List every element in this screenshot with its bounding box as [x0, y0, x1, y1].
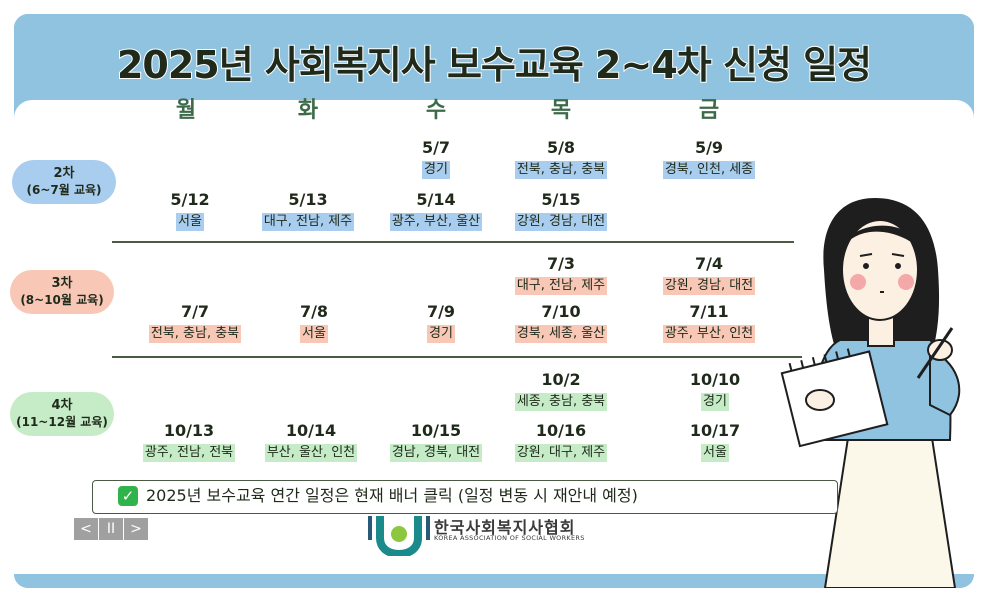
schedule-cell: 7/9 경기 — [376, 302, 506, 343]
schedule-cell: 5/8 전북, 충남, 충북 — [496, 138, 626, 179]
schedule-cell: 5/7 경기 — [371, 138, 501, 179]
schedule-cell: 7/11 광주, 부산, 인천 — [644, 302, 774, 343]
cell-regions: 경기 — [427, 325, 455, 343]
row-separator — [112, 356, 802, 358]
schedule-cell: 10/2 세종, 충남, 충북 — [496, 370, 626, 411]
cell-regions: 전북, 충남, 충북 — [148, 325, 242, 343]
cell-date: 5/9 — [694, 138, 724, 157]
cell-date: 10/17 — [689, 421, 741, 440]
cell-date: 5/15 — [541, 190, 581, 209]
bottom-bar — [14, 574, 974, 588]
cell-regions: 경북, 세종, 울산 — [514, 325, 608, 343]
cell-date: 7/3 — [546, 254, 576, 273]
round-2-period: (6~7월 교육) — [26, 183, 102, 197]
round-4-period: (11~12월 교육) — [16, 415, 108, 429]
cell-date: 10/10 — [689, 370, 741, 389]
day-header-mon: 월 — [175, 98, 197, 123]
notice-banner[interactable] — [92, 480, 838, 514]
cell-regions: 경북, 인천, 세종 — [662, 161, 756, 179]
cell-date: 7/10 — [541, 302, 581, 321]
cell-regions: 광주, 부산, 인천 — [662, 325, 756, 343]
schedule-cell: 5/12 서울 — [125, 190, 255, 231]
logo-english-name: KOREA ASSOCIATION OF SOCIAL WORKERS — [434, 534, 585, 542]
day-header-thu: 목 — [550, 98, 572, 123]
cell-date: 5/7 — [421, 138, 451, 157]
cell-date: 7/9 — [426, 302, 456, 321]
schedule-cell: 7/4 강원, 경남, 대전 — [644, 254, 774, 295]
round-2-title: 2차 — [53, 166, 75, 181]
schedule-cell: 5/13 대구, 전남, 제주 — [243, 190, 373, 231]
pause-slide-button[interactable]: II — [99, 518, 123, 540]
schedule-cell: 10/14 부산, 울산, 인천 — [246, 421, 376, 462]
cell-date: 5/12 — [170, 190, 210, 209]
cell-regions: 대구, 전남, 제주 — [514, 277, 608, 295]
round-3-title: 3차 — [51, 276, 73, 291]
cell-regions: 강원, 경남, 대전 — [514, 213, 608, 231]
cell-regions: 강원, 대구, 제주 — [514, 444, 608, 462]
schedule-cell: 10/13 광주, 전남, 전북 — [124, 421, 254, 462]
cell-regions: 서울 — [176, 213, 204, 231]
day-header-tue: 화 — [297, 98, 319, 123]
cell-date: 5/13 — [288, 190, 328, 209]
cell-date: 7/4 — [694, 254, 724, 273]
schedule-cell: 5/9 경북, 인천, 세종 — [644, 138, 774, 179]
round-3-period: (8~10월 교육) — [20, 293, 104, 307]
cell-regions: 경남, 경북, 대전 — [389, 444, 483, 462]
day-header-fri: 금 — [698, 98, 720, 123]
schedule-cell: 7/8 서울 — [249, 302, 379, 343]
round-4-title: 4차 — [51, 398, 73, 413]
round-4-label: 4차 (11~12월 교육) — [10, 392, 114, 436]
schedule-cell: 7/3 대구, 전남, 제주 — [496, 254, 626, 295]
schedule-cell: 7/10 경북, 세종, 울산 — [496, 302, 626, 343]
cell-regions: 부산, 울산, 인천 — [264, 444, 358, 462]
schedule-cell: 10/16 강원, 대구, 제주 — [496, 421, 626, 462]
cell-date: 7/11 — [689, 302, 729, 321]
cell-regions: 광주, 부산, 울산 — [389, 213, 483, 231]
cell-date: 7/7 — [180, 302, 210, 321]
cell-date: 10/15 — [410, 421, 462, 440]
cell-date: 5/8 — [546, 138, 576, 157]
round-2-label: 2차 (6~7월 교육) — [12, 160, 116, 204]
row-separator — [112, 241, 794, 243]
cell-date: 10/16 — [535, 421, 587, 440]
page-title: 2025년 사회복지사 보수교육 2~4차 신청 일정 — [116, 42, 873, 88]
schedule-cell: 10/17 서울 — [650, 421, 780, 462]
cell-date: 5/14 — [416, 190, 456, 209]
cell-regions: 대구, 전남, 제주 — [261, 213, 355, 231]
round-3-label: 3차 (8~10월 교육) — [10, 270, 114, 314]
schedule-cell: 10/10 경기 — [650, 370, 780, 411]
cell-date: 7/8 — [299, 302, 329, 321]
schedule-cell: 5/14 광주, 부산, 울산 — [371, 190, 501, 231]
cell-regions: 강원, 경남, 대전 — [662, 277, 756, 295]
cell-regions: 서울 — [701, 444, 729, 462]
prev-slide-button[interactable]: < — [74, 518, 98, 540]
woman-illustration — [780, 198, 961, 588]
schedule-cell: 5/15 강원, 경남, 대전 — [496, 190, 626, 231]
cell-regions: 경기 — [422, 161, 450, 179]
checkbox-icon: ✓ — [118, 486, 138, 506]
schedule-cell: 10/15 경남, 경북, 대전 — [371, 421, 501, 462]
cell-regions: 서울 — [300, 325, 328, 343]
association-logo-icon — [368, 516, 430, 556]
title-bar — [14, 14, 974, 100]
cell-regions: 전북, 충남, 충북 — [514, 161, 608, 179]
cell-date: 10/2 — [541, 370, 581, 389]
cell-date: 10/13 — [163, 421, 215, 440]
cell-regions: 광주, 전남, 전북 — [142, 444, 236, 462]
cell-regions: 경기 — [701, 393, 729, 411]
day-header-wed: 수 — [425, 98, 447, 123]
schedule-cell: 7/7 전북, 충남, 충북 — [130, 302, 260, 343]
notice-text[interactable]: 2025년 보수교육 연간 일정은 현재 배너 클릭 (일정 변동 시 재안내 … — [146, 486, 638, 505]
cell-regions: 세종, 충남, 충북 — [514, 393, 608, 411]
next-slide-button[interactable]: > — [124, 518, 148, 540]
logo-korean-name: 한국사회복지사협회 — [434, 518, 576, 537]
cell-date: 10/14 — [285, 421, 337, 440]
